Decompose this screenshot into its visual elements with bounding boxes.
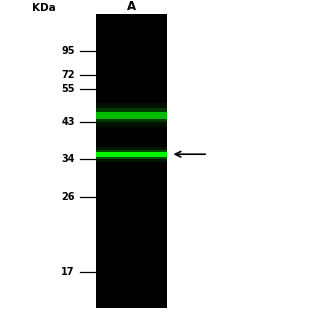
- Bar: [96, 14, 167, 308]
- Bar: [96, 152, 167, 157]
- Text: 26: 26: [61, 191, 75, 202]
- Text: KDa: KDa: [32, 3, 56, 13]
- Text: 55: 55: [61, 84, 75, 94]
- Bar: [96, 150, 167, 159]
- Text: 95: 95: [61, 46, 75, 56]
- Bar: [96, 112, 167, 118]
- Text: 17: 17: [61, 267, 75, 277]
- Text: 43: 43: [61, 117, 75, 127]
- Text: 34: 34: [61, 154, 75, 164]
- Bar: [96, 103, 167, 127]
- Bar: [96, 108, 167, 122]
- Text: 72: 72: [61, 70, 75, 80]
- Bar: [96, 147, 167, 162]
- Text: A: A: [127, 0, 136, 13]
